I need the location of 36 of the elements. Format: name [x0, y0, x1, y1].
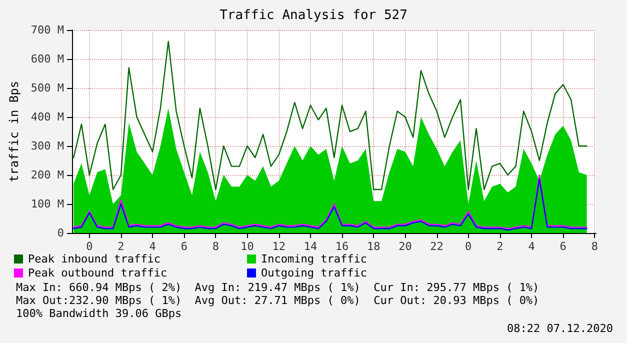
legend-label: Peak inbound traffic: [28, 252, 160, 266]
legend-label: Peak outbound traffic: [28, 266, 168, 280]
y-axis-title: traffic in Bps: [7, 80, 21, 182]
y-tick-label: 700 M: [30, 24, 64, 36]
y-tick-label: 400 M: [30, 110, 64, 124]
line-series: [72, 40, 588, 190]
y-tick-label: 200 M: [30, 168, 64, 182]
y-tick-label: 0: [57, 226, 64, 240]
chart-title: Traffic Analysis for 527: [220, 8, 408, 23]
x-tick-label: 6: [180, 240, 188, 253]
text: Max In: 660.94 MBps ( 2%) Avg In: 219.47 MBps ( 1%) Cur In: 295.77 MBps ( 1%): [16, 281, 540, 294]
x-tick-label: 12: [272, 240, 286, 253]
x-tick-label: 10: [240, 240, 254, 253]
x-tick-label: 20: [398, 240, 412, 253]
x-tick-label: 4: [528, 240, 536, 253]
x-tick-label: 8: [591, 240, 598, 253]
y-tick-label: 600 M: [30, 52, 64, 66]
text: 08:22 07.12.2020: [507, 322, 614, 335]
legend-label: Outgoing traffic: [261, 266, 367, 280]
x-tick-label: 0: [86, 240, 93, 253]
text: 100% Bandwidth 39.06 GBps: [16, 307, 182, 320]
x-tick-label: 2: [496, 240, 504, 253]
x-tick-label: 6: [560, 240, 566, 253]
x-tick-label: 22: [430, 240, 444, 253]
x-tick-label: 2: [118, 240, 124, 253]
x-tick-label: 4: [149, 240, 156, 253]
y-tick-label: 300 M: [30, 140, 64, 152]
text: Max Out:232.90 MBps ( 1%) Avg Out: 27.71 MBps ( 0%) Cur Out: 20.93 MBps ( 0%): [16, 294, 540, 307]
legend-label: Incoming traffic: [261, 252, 367, 266]
y-tick-label: 100 M: [30, 198, 64, 210]
y-tick-label: 500 M: [30, 82, 64, 94]
x-tick-label: 18: [366, 240, 380, 253]
x-tick-label: 8: [212, 240, 220, 253]
x-tick-label: 14: [304, 240, 318, 253]
x-tick-label: 0: [465, 240, 472, 253]
x-tick-label: 16: [335, 240, 349, 253]
